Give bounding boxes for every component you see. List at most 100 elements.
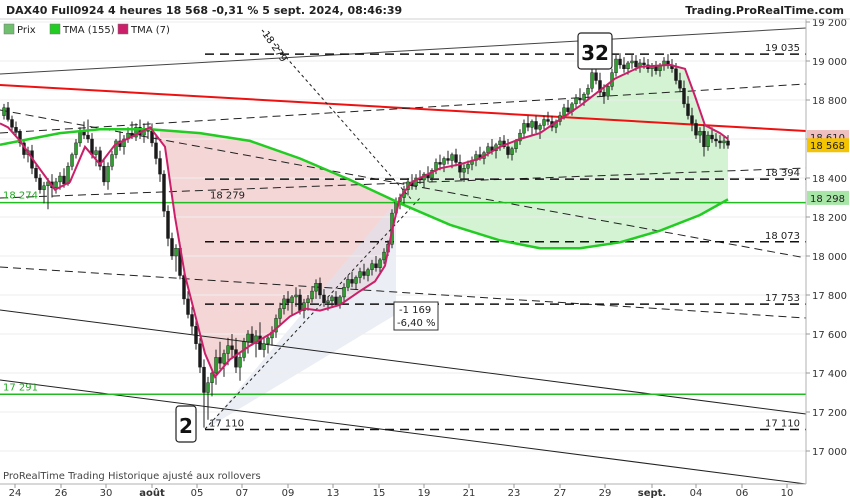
candle-body <box>358 271 362 278</box>
candle-body <box>706 134 710 148</box>
x-tick-label: 07 <box>236 488 249 499</box>
y-tick-label: 19 000 <box>812 57 847 68</box>
candle-body <box>86 134 90 140</box>
candle <box>726 135 730 149</box>
candle-body <box>630 60 634 64</box>
candle-body <box>602 91 606 97</box>
candle <box>310 287 314 303</box>
drop-box <box>393 301 439 331</box>
candle-body <box>62 175 66 185</box>
low-label: 17 110 <box>209 419 244 430</box>
candle <box>362 263 366 280</box>
candle-body <box>282 298 286 309</box>
candle-body <box>158 158 162 175</box>
candle <box>614 55 618 77</box>
candle-body <box>686 103 690 116</box>
candle <box>230 334 234 358</box>
legend-label: Prix <box>17 25 36 36</box>
candle-body <box>298 294 302 311</box>
tma155-swatch-icon <box>49 23 61 35</box>
candles[interactable] <box>2 53 730 428</box>
candle-body <box>618 58 622 66</box>
candle-body <box>38 177 42 190</box>
candle-body <box>366 269 370 276</box>
legend-label: TMA (155) <box>62 25 115 36</box>
candle-body <box>682 88 686 105</box>
candle-body <box>538 125 542 130</box>
candle-body <box>250 333 254 343</box>
candle-body <box>286 298 290 303</box>
candle <box>10 115 14 132</box>
candle-body <box>598 80 602 93</box>
legend-label: TMA (7) <box>130 25 170 36</box>
x-axis: 24 26 30 août 05 07 09 13 15 19 21 23 27 29 sept. 04 06 1… <box>9 484 793 499</box>
candle-body <box>722 140 726 144</box>
y-tick-label: 18 000 <box>812 252 847 263</box>
candle-body <box>446 158 450 161</box>
price-badge-label: 18 568 <box>810 141 845 152</box>
candle <box>462 164 466 182</box>
candle <box>122 135 126 155</box>
candle-body <box>10 119 14 128</box>
candle-body <box>150 130 154 144</box>
candle-body <box>326 300 330 304</box>
candle-body <box>346 279 350 288</box>
candle-body <box>134 127 138 138</box>
tma7-series <box>0 63 729 379</box>
candle-body <box>154 142 158 159</box>
candle-body <box>322 294 326 303</box>
candle-body <box>222 353 226 364</box>
candle <box>114 139 118 159</box>
y-tick-label: 17 400 <box>812 369 847 380</box>
candle-body <box>110 154 114 167</box>
candle-body <box>650 66 654 69</box>
candle <box>190 306 194 334</box>
candle-body <box>214 357 218 374</box>
x-tick-label: 06 <box>736 488 749 499</box>
legend-item: TMA (155) <box>49 23 115 36</box>
candle-body <box>294 294 298 298</box>
tma7-line <box>0 63 729 379</box>
candle-body <box>414 177 418 187</box>
candle-body <box>114 140 118 155</box>
candle <box>6 101 10 122</box>
price-badge <box>807 190 849 205</box>
candle-body <box>330 296 334 302</box>
candle <box>274 314 278 338</box>
candle-body <box>218 357 222 364</box>
candle <box>170 232 174 260</box>
candle-body <box>654 66 658 71</box>
x-tick-label: 19 <box>418 488 431 499</box>
candle-body <box>194 326 198 344</box>
candle <box>18 129 22 147</box>
candle-body <box>238 357 242 368</box>
candle <box>694 119 698 139</box>
candle <box>378 257 382 274</box>
candle-body <box>6 107 10 120</box>
candle <box>442 156 446 173</box>
candle <box>718 135 722 149</box>
candle <box>266 334 270 354</box>
candle <box>430 168 434 182</box>
candle-body <box>530 121 534 128</box>
x-tick-label: sept. <box>638 488 666 499</box>
horizontal-levels: 19 035 18 394 18 073 17 753 17 110 18 274 17 2… <box>0 43 806 431</box>
candle-body <box>314 283 318 292</box>
candle <box>98 146 102 171</box>
candle <box>42 181 46 204</box>
candle-body <box>562 107 566 116</box>
legend-item: Prix <box>3 23 36 36</box>
candle <box>290 295 294 315</box>
candle <box>154 135 158 165</box>
candle <box>630 55 634 69</box>
candle <box>2 103 6 120</box>
candle-body <box>290 296 294 304</box>
candle <box>102 158 106 186</box>
candle <box>546 111 550 126</box>
candle-body <box>462 168 466 173</box>
wave-top-box <box>577 32 613 70</box>
candle <box>698 127 702 143</box>
candle <box>518 129 522 145</box>
candle-body <box>690 115 694 124</box>
